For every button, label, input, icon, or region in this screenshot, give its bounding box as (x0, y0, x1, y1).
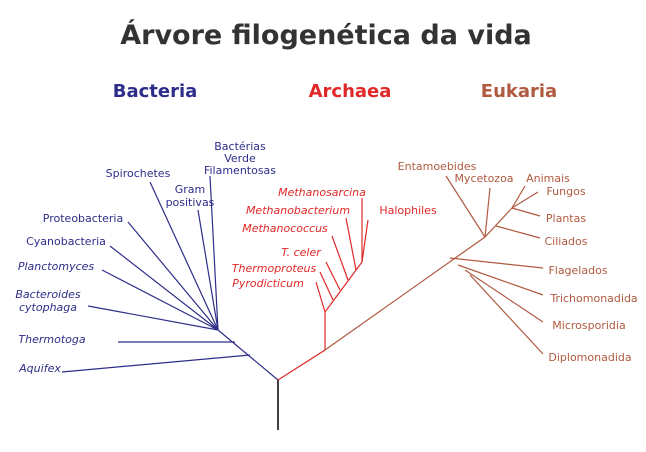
leaf-label: Diplomonadida (548, 351, 631, 364)
leaf-label: Entamoebides (398, 160, 477, 173)
leaf-label: Methanosarcina (278, 186, 366, 199)
leaf-label: Planctomyces (18, 260, 95, 273)
domain-label: Eukaria (481, 81, 557, 102)
eukaria-labels: Entamoebides Mycetozoa Animais Fungos Pl… (398, 160, 638, 364)
leaf-label: Thermoproteus (232, 262, 317, 275)
leaf-label: Proteobacteria (43, 212, 123, 225)
archaea-branches (277, 198, 369, 381)
leaf-label: Trichomonadida (549, 292, 637, 305)
leaf-label: T. celer (281, 246, 322, 259)
leaf-label: Animais (526, 172, 570, 185)
leaf-label: Fungos (546, 185, 585, 198)
leaf-label: Bactérias (214, 140, 266, 153)
leaf-label: Mycetozoa (454, 172, 513, 185)
leaf-label: Thermotoga (18, 333, 85, 346)
domain-label: Archaea (309, 81, 392, 102)
leaf-label: Methanococcus (242, 222, 328, 235)
leaf-label: Ciliados (544, 235, 587, 248)
bacteria-branches (61, 175, 279, 381)
leaf-label: Cyanobacteria (26, 235, 106, 248)
archaea-labels: Methanosarcina Methanobacterium Halophil… (232, 186, 437, 290)
leaf-label: Spirochetes (106, 167, 171, 180)
leaf-label: positivas (166, 196, 215, 209)
leaf-label: Halophiles (379, 204, 437, 217)
leaf-label: Methanobacterium (246, 204, 350, 217)
leaf-label: Flagelados (548, 264, 607, 277)
leaf-label: Microsporidia (552, 319, 625, 332)
bacteria-labels: Bactérias Verde Filamentosas Spirochetes… (15, 140, 276, 375)
leaf-label: Gram (175, 183, 206, 196)
leaf-label: Pyrodicticum (232, 277, 304, 290)
leaf-label: Bacteroides (15, 288, 80, 301)
title: Árvore filogenética da vida (120, 19, 532, 51)
leaf-label: cytophaga (19, 301, 77, 314)
leaf-label: Filamentosas (204, 164, 276, 177)
leaf-label: Plantas (546, 212, 586, 225)
leaf-label: Verde (224, 152, 256, 165)
domain-label: Bacteria (113, 81, 198, 102)
eukaria-branches (324, 175, 544, 355)
leaf-label: Aquifex (18, 362, 61, 375)
